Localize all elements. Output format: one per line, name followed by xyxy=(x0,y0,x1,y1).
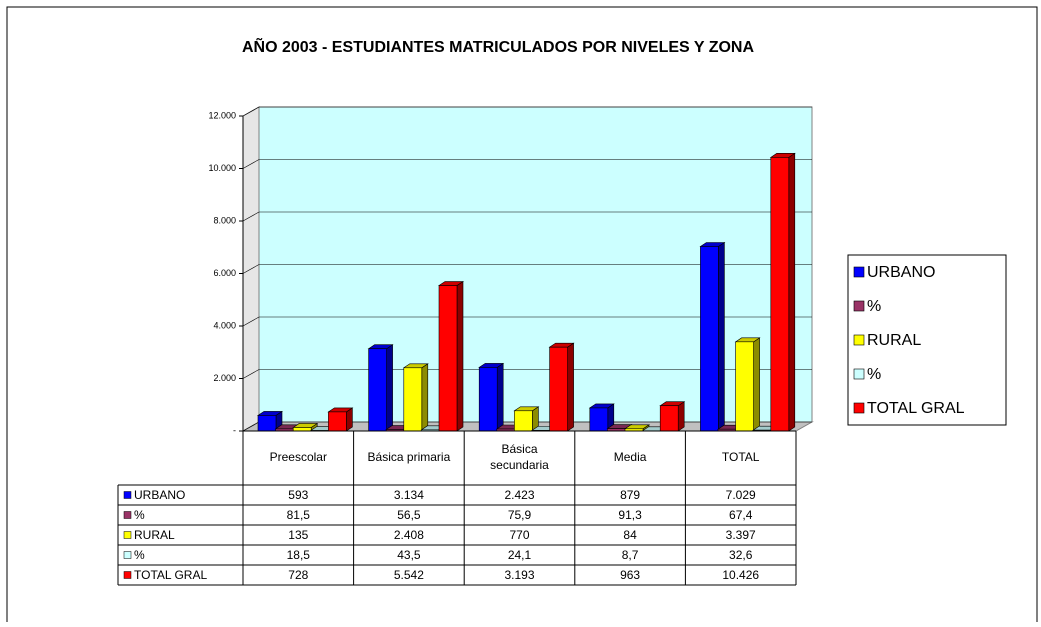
bar-front xyxy=(439,286,457,431)
bar-front xyxy=(328,412,346,431)
bar xyxy=(439,282,463,431)
table-cell: 24,1 xyxy=(508,548,532,562)
bar-side xyxy=(718,242,724,431)
bar-front xyxy=(293,427,311,431)
bar xyxy=(700,242,724,431)
table-swatch xyxy=(124,492,131,499)
table-swatch xyxy=(124,532,131,539)
bar-side xyxy=(497,363,503,431)
table-cell: 879 xyxy=(620,488,640,502)
bar-front xyxy=(590,408,608,431)
bar xyxy=(514,407,538,431)
y-tick-label: 8.000 xyxy=(213,215,236,225)
table-cell: 2.408 xyxy=(394,528,424,542)
chart-title: AÑO 2003 - ESTUDIANTES MATRICULADOS POR … xyxy=(242,36,755,56)
x-category-label: Preescolar xyxy=(270,450,327,464)
bar-side xyxy=(457,282,463,431)
bar-front xyxy=(660,406,678,431)
legend-label: TOTAL GRAL xyxy=(867,400,965,417)
legend-label: URBANO xyxy=(867,264,935,281)
table-cell: 10.426 xyxy=(722,568,759,582)
bar-front xyxy=(514,411,532,431)
table-cell: 2.423 xyxy=(504,488,534,502)
bar-front xyxy=(700,246,718,431)
bar-front xyxy=(736,342,754,431)
table-series-label: % xyxy=(134,508,145,522)
bar xyxy=(736,338,760,431)
table-cell: 84 xyxy=(623,528,637,542)
table-cell: 8,7 xyxy=(622,548,639,562)
legend-swatch xyxy=(854,301,864,311)
table-cell: 43,5 xyxy=(397,548,421,562)
y-tick-label: - xyxy=(233,425,236,435)
bar-side xyxy=(754,338,760,431)
y-tick-label: 2.000 xyxy=(213,373,236,383)
table-cell: 3.397 xyxy=(726,528,756,542)
table-cell: 3.134 xyxy=(394,488,424,502)
y-tick-label: 12.000 xyxy=(208,110,236,120)
table-series-label: RURAL xyxy=(134,528,175,542)
bar xyxy=(404,364,428,431)
bar-front xyxy=(369,349,387,431)
table-cell: 728 xyxy=(288,568,308,582)
table-cell: 963 xyxy=(620,568,640,582)
table-cell: 18,5 xyxy=(287,548,311,562)
bar-side xyxy=(789,153,795,431)
table-cell: 91,3 xyxy=(618,508,642,522)
bar xyxy=(369,345,393,431)
table-cell: 81,5 xyxy=(287,508,311,522)
y-tick-label: 10.000 xyxy=(208,163,236,173)
legend-label: RURAL xyxy=(867,332,921,349)
table-series-label: % xyxy=(134,548,145,562)
table-cell: 75,9 xyxy=(508,508,532,522)
legend-label: % xyxy=(867,366,881,383)
bar-side xyxy=(422,364,428,431)
table-cell: 770 xyxy=(509,528,529,542)
bar-front xyxy=(404,368,422,431)
bar-front xyxy=(258,415,276,431)
table-cell: 593 xyxy=(288,488,308,502)
bar-front xyxy=(479,367,497,431)
x-category-label: Media xyxy=(614,450,647,464)
x-category-label: Básica primaria xyxy=(368,450,451,464)
bar-front xyxy=(550,347,568,431)
x-category-label: TOTAL xyxy=(722,450,760,464)
y-tick-label: 6.000 xyxy=(213,268,236,278)
table-swatch xyxy=(124,512,131,519)
bar-side xyxy=(678,402,684,431)
bar xyxy=(550,343,574,431)
table-cell: 56,5 xyxy=(397,508,421,522)
table-series-label: TOTAL GRAL xyxy=(134,568,207,582)
table-cell: 67,4 xyxy=(729,508,753,522)
legend-swatch xyxy=(854,267,864,277)
table-swatch xyxy=(124,552,131,559)
bar xyxy=(660,402,684,431)
table-series-label: URBANO xyxy=(134,488,185,502)
legend-swatch xyxy=(854,335,864,345)
bar-side xyxy=(387,345,393,431)
legend-label: % xyxy=(867,298,881,315)
table-swatch xyxy=(124,572,131,579)
bar xyxy=(328,408,352,431)
table-cell: 5.542 xyxy=(394,568,424,582)
bar xyxy=(479,363,503,431)
legend-swatch xyxy=(854,369,864,379)
table-cell: 32,6 xyxy=(729,548,753,562)
y-tick-label: 4.000 xyxy=(213,320,236,330)
bar xyxy=(771,153,795,431)
bar-front xyxy=(771,157,789,431)
table-cell: 7.029 xyxy=(726,488,756,502)
bar-side xyxy=(568,343,574,431)
table-cell: 3.193 xyxy=(504,568,534,582)
table-cell: 135 xyxy=(288,528,308,542)
legend-swatch xyxy=(854,403,864,413)
